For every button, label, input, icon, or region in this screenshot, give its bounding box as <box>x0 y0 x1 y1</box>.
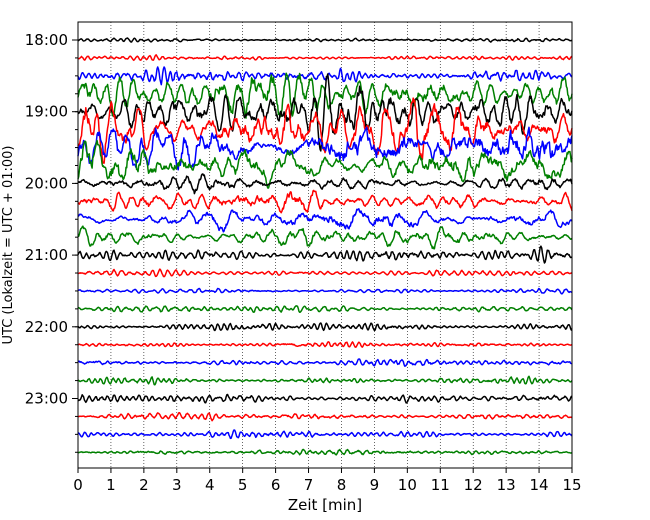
seismogram-trace-1945 <box>77 139 573 189</box>
y-axis-label: UTC (Lokalzeit = UTC + 01:00) <box>1 146 16 345</box>
x-tick-label: 13 <box>497 476 516 494</box>
x-tick-label: 7 <box>304 476 314 494</box>
seismogram-traces <box>77 37 573 456</box>
seismogram-trace-2330 <box>77 429 573 440</box>
seismogram-trace-2100 <box>77 245 573 264</box>
seismogram-trace-2130 <box>77 287 573 295</box>
x-tick-label: 12 <box>464 476 483 494</box>
x-tick-label: 11 <box>431 476 450 494</box>
seismogram-trace-1915 <box>77 97 573 164</box>
x-tick-label: 9 <box>370 476 380 494</box>
x-tick-label: 2 <box>139 476 149 494</box>
seismogram-trace-1900 <box>77 73 573 152</box>
x-tick-label: 0 <box>73 476 83 494</box>
y-tick-label: 19:00 <box>25 103 68 121</box>
x-tick-label: 5 <box>238 476 248 494</box>
seismogram-trace-2300 <box>77 393 573 404</box>
x-axis-ticks: 0 1 2 3 4 5 6 7 8 9 10 11 12 13 14 15 <box>73 468 582 494</box>
seismogram-trace-2030 <box>77 208 573 233</box>
seismogram-trace-1815 <box>77 54 573 62</box>
x-tick-label: 15 <box>562 476 581 494</box>
y-tick-label: 22:00 <box>25 318 68 336</box>
y-tick-label: 23:00 <box>25 390 68 408</box>
y-tick-label: 18:00 <box>25 31 68 49</box>
x-tick-label: 4 <box>205 476 215 494</box>
seismogram-trace-2115 <box>77 268 573 278</box>
seismogram-trace-1930 <box>77 126 573 171</box>
seismogram-trace-2000 <box>77 173 573 195</box>
seismogram-trace-2215 <box>77 341 573 348</box>
x-tick-label: 14 <box>530 476 549 494</box>
seismogram-trace-2345 <box>77 448 573 456</box>
seismogram-trace-2315 <box>77 411 573 422</box>
x-tick-label: 1 <box>106 476 116 494</box>
x-tick-label: 8 <box>337 476 347 494</box>
y-tick-label: 21:00 <box>25 246 68 264</box>
seismogram-trace-1800 <box>77 37 573 43</box>
plot-frame <box>77 21 573 469</box>
seismogram-trace-2245 <box>77 375 573 386</box>
seismogram-trace-2230 <box>77 358 573 367</box>
x-tick-label: 10 <box>398 476 417 494</box>
seismogram-trace-2015 <box>77 189 573 214</box>
x-axis-label: Zeit [min] <box>288 496 362 514</box>
x-tick-label: 6 <box>271 476 281 494</box>
seismogram-trace-2045 <box>77 225 573 250</box>
seismogram-trace-2200 <box>77 322 573 332</box>
seismogram-trace-2145 <box>77 305 573 314</box>
y-axis-ticks: 18:00 19:00 20:00 21:00 22:00 23:00 <box>25 31 78 453</box>
y-tick-label: 20:00 <box>25 174 68 192</box>
seismogram-trace-1830 <box>77 66 573 86</box>
x-tick-label: 3 <box>172 476 182 494</box>
